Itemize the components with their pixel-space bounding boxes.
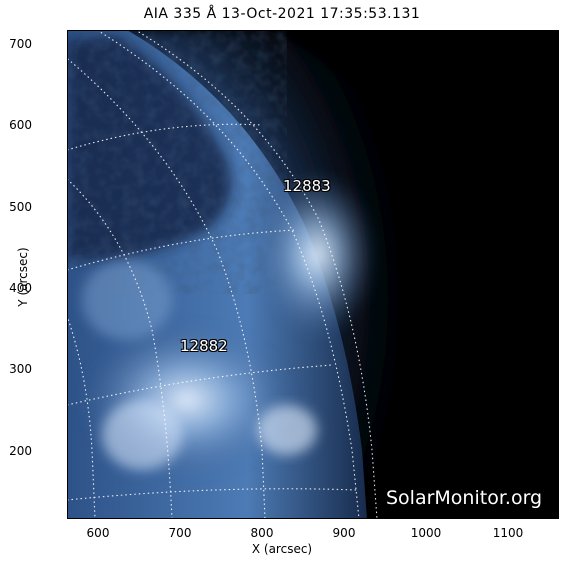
bright-patch — [82, 260, 172, 340]
x-tick-label: 700 — [168, 526, 192, 540]
y-tick-label: 500 — [9, 200, 32, 214]
y-tick-label: 700 — [9, 37, 32, 51]
bright-loop-2 — [257, 405, 317, 455]
heliographic-grid — [67, 30, 378, 519]
y-tick-label: 300 — [9, 362, 32, 376]
y-tick-label: 600 — [9, 118, 32, 132]
x-tick-label: 1100 — [492, 526, 524, 540]
image-title: AIA 335 Å 13-Oct-2021 17:35:53.131 — [143, 6, 421, 22]
noise-texture — [67, 30, 267, 270]
plot-frame — [67, 30, 559, 519]
y-tick-label: 400 — [9, 281, 32, 295]
x-tick-label: 600 — [86, 526, 110, 540]
bright-loop-1 — [102, 400, 182, 470]
active-region-12883-glow — [257, 170, 377, 340]
x-tick-label: 1000 — [410, 526, 442, 540]
region-label-12883: 12883 — [283, 177, 331, 195]
x-axis-label: X (arcsec) — [251, 542, 313, 556]
x-tick-label: 900 — [332, 526, 356, 540]
plot-area — [67, 30, 559, 519]
y-tick-label: 200 — [9, 444, 32, 458]
y-axis-label: Y (arcsec) — [16, 247, 30, 307]
x-tick-label: 800 — [250, 526, 274, 540]
watermark: SolarMonitor.org — [386, 487, 543, 509]
region-label-12882: 12882 — [180, 337, 228, 355]
